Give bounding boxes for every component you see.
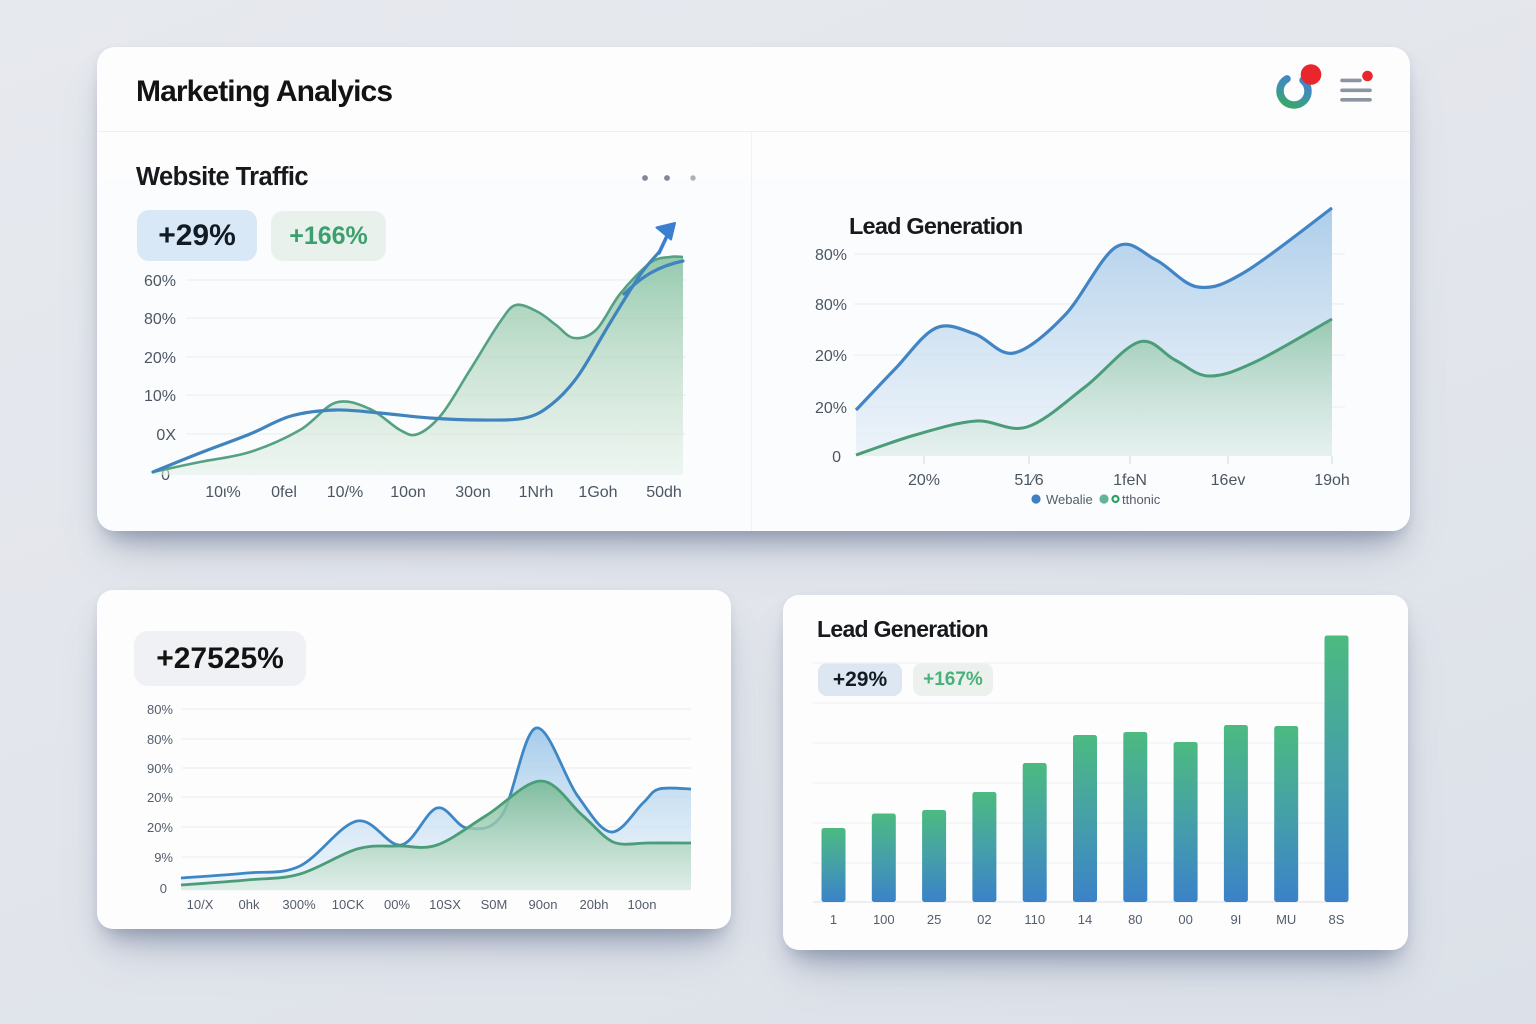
svg-text:1feN: 1feN xyxy=(1113,472,1147,489)
svg-text:MU: MU xyxy=(1276,912,1296,927)
svg-text:10on: 10on xyxy=(390,484,426,501)
svg-text:19oh: 19oh xyxy=(1314,472,1350,489)
svg-text:1Goh: 1Goh xyxy=(578,484,617,501)
svg-text:20%: 20% xyxy=(815,348,847,365)
svg-text:20bh: 20bh xyxy=(580,897,609,912)
svg-text:110: 110 xyxy=(1024,912,1045,927)
svg-text:10CK: 10CK xyxy=(332,897,365,912)
svg-text:80%: 80% xyxy=(147,702,173,717)
svg-text:20%: 20% xyxy=(908,472,940,489)
svg-text:100: 100 xyxy=(873,912,895,927)
svg-text:00%: 00% xyxy=(384,897,410,912)
svg-text:Webalie: Webalie xyxy=(1046,492,1093,507)
svg-text:10ι%: 10ι% xyxy=(205,484,241,501)
svg-text:0: 0 xyxy=(832,449,841,466)
svg-text:S0M: S0M xyxy=(481,897,508,912)
svg-text:16ev: 16ev xyxy=(1211,472,1246,489)
svg-text:8S: 8S xyxy=(1329,912,1345,927)
svg-text:50dh: 50dh xyxy=(646,484,682,501)
svg-text:02: 02 xyxy=(977,912,991,927)
svg-text:25: 25 xyxy=(927,912,941,927)
svg-text:00: 00 xyxy=(1178,912,1192,927)
svg-text:0X: 0X xyxy=(156,427,176,444)
svg-text:80: 80 xyxy=(1128,912,1142,927)
svg-text:0: 0 xyxy=(161,467,170,484)
svg-text:90%: 90% xyxy=(147,761,173,776)
svg-text:0hk: 0hk xyxy=(239,897,260,912)
svg-text:80%: 80% xyxy=(815,247,847,264)
svg-text:10/%: 10/% xyxy=(327,484,363,501)
svg-text:0fel: 0fel xyxy=(271,484,297,501)
svg-text:10/X: 10/X xyxy=(187,897,214,912)
svg-text:10%: 10% xyxy=(144,388,176,405)
svg-text:20%: 20% xyxy=(144,350,176,367)
svg-text:20%: 20% xyxy=(147,820,173,835)
svg-text:51⁄6: 51⁄6 xyxy=(1014,472,1043,489)
svg-text:30on: 30on xyxy=(455,484,491,501)
svg-text:80%: 80% xyxy=(144,311,176,328)
svg-text:9I: 9I xyxy=(1230,912,1241,927)
svg-text:tthonic: tthonic xyxy=(1122,492,1161,507)
svg-text:80%: 80% xyxy=(815,297,847,314)
svg-text:9%: 9% xyxy=(154,850,173,865)
svg-text:10on: 10on xyxy=(628,897,657,912)
svg-text:60%: 60% xyxy=(144,273,176,290)
svg-text:80%: 80% xyxy=(147,732,173,747)
svg-text:0: 0 xyxy=(160,881,167,896)
svg-text:1: 1 xyxy=(830,912,837,927)
svg-text:300%: 300% xyxy=(282,897,316,912)
svg-text:14: 14 xyxy=(1078,912,1092,927)
svg-text:10SX: 10SX xyxy=(429,897,461,912)
svg-text:90on: 90on xyxy=(529,897,558,912)
svg-text:1Nrh: 1Nrh xyxy=(519,484,554,501)
svg-text:20%: 20% xyxy=(147,790,173,805)
svg-text:20%: 20% xyxy=(815,400,847,417)
